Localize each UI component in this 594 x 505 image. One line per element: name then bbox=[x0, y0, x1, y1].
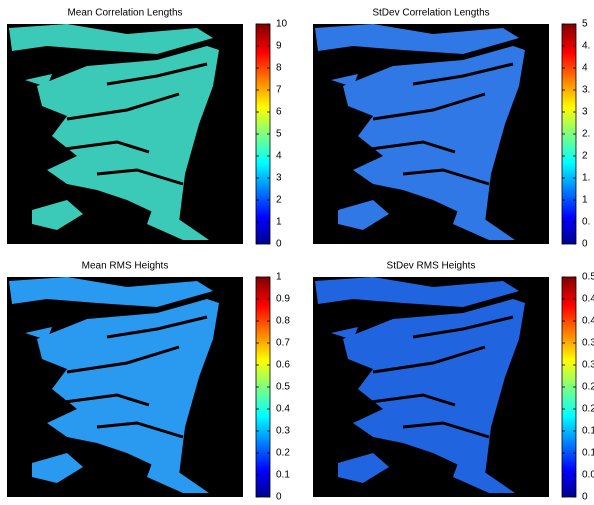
panel-title: StDev RMS Heights bbox=[387, 261, 476, 272]
colorbar-tick-label: 0.4 bbox=[582, 294, 594, 305]
colorbar-tick-label: 0 bbox=[582, 492, 588, 503]
colorbar-tick-label: 0 bbox=[276, 239, 282, 250]
colorbar-tick-label: 0.3 bbox=[582, 338, 594, 349]
colorbar-tick-label: 2. bbox=[582, 129, 590, 140]
colorbar-tick-label: 0.2 bbox=[276, 448, 290, 459]
colorbar-tick-label: 9 bbox=[276, 41, 282, 52]
colorbar-tick-label: 3 bbox=[582, 107, 588, 118]
colorbar-tick-label: 0.2 bbox=[582, 404, 594, 415]
colorbar-tick-label: 0.1 bbox=[582, 448, 594, 459]
colorbar-tick-label: 0.5 bbox=[582, 272, 594, 283]
colorbar-tick-label: 1 bbox=[276, 272, 282, 283]
colorbar-tick-label: 2 bbox=[582, 151, 588, 162]
colorbar-tick-label: 3. bbox=[582, 85, 590, 96]
colorbar-tick-label: 4 bbox=[276, 151, 282, 162]
colorbar-tick-label: 0.4 bbox=[582, 316, 594, 327]
colorbar-tick-label: 5 bbox=[276, 129, 282, 140]
colorbar-tick-label: 0.7 bbox=[276, 338, 290, 349]
panel-title: Mean RMS Heights bbox=[82, 261, 169, 272]
colorbar-tick-label: 10 bbox=[276, 19, 288, 30]
colorbar-tick-label: 5 bbox=[582, 19, 588, 30]
colorbar-tick-label: 0.8 bbox=[276, 316, 290, 327]
colorbar-tick-label: 0. bbox=[582, 217, 590, 228]
colorbar-tick-label: 0.1 bbox=[582, 426, 594, 437]
colorbar-tick-label: 0.1 bbox=[276, 470, 290, 481]
panel-title: StDev Correlation Lengths bbox=[372, 8, 489, 19]
colorbar-tick-label: 0 bbox=[276, 492, 282, 503]
colorbar-tick-label: 0.4 bbox=[276, 404, 290, 415]
colorbar-tick-label: 8 bbox=[276, 63, 282, 74]
colorbar-tick-label: 1 bbox=[276, 217, 282, 228]
colorbar-tick-label: 0.3 bbox=[582, 360, 594, 371]
colorbar-tick-label: 0.0 bbox=[582, 470, 594, 481]
colorbar-tick-label: 4 bbox=[582, 63, 588, 74]
colorbar-tick-label: 0.9 bbox=[276, 294, 290, 305]
figure: Mean Correlation Lengths012345678910StDe… bbox=[0, 0, 594, 505]
colorbar-tick-label: 1. bbox=[582, 173, 590, 184]
colorbar-tick-label: 2 bbox=[276, 195, 282, 206]
panel-title: Mean Correlation Lengths bbox=[67, 8, 182, 19]
colorbar-tick-label: 6 bbox=[276, 107, 282, 118]
colorbar-tick-label: 0.2 bbox=[582, 382, 594, 393]
colorbar-tick-label: 4. bbox=[582, 41, 590, 52]
colorbar-tick-label: 1 bbox=[582, 195, 588, 206]
colorbar-tick-label: 0 bbox=[582, 239, 588, 250]
colorbar-tick-label: 0.5 bbox=[276, 382, 290, 393]
colorbar-tick-label: 3 bbox=[276, 173, 282, 184]
colorbar-tick-label: 0.3 bbox=[276, 426, 290, 437]
colorbar-tick-label: 7 bbox=[276, 85, 282, 96]
colorbar-tick-label: 0.6 bbox=[276, 360, 290, 371]
